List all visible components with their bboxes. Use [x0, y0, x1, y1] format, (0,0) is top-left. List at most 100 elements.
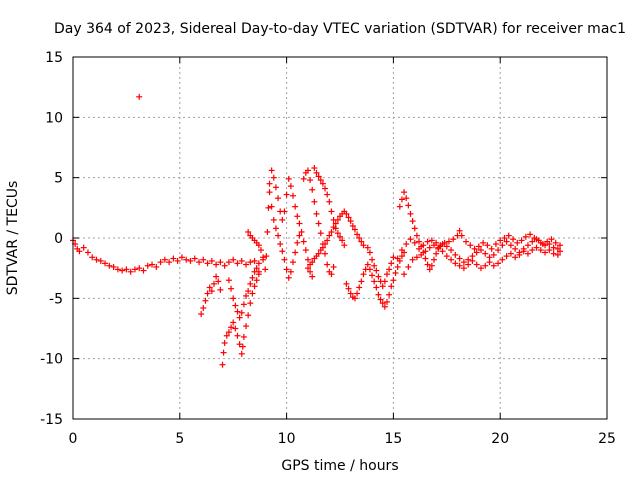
data-point	[383, 271, 390, 278]
data-point	[238, 309, 245, 316]
data-point	[550, 250, 557, 257]
plot-frame	[72, 56, 608, 420]
data-point	[149, 261, 156, 268]
data-point	[482, 250, 489, 257]
data-point	[535, 237, 542, 244]
data-point	[253, 277, 260, 284]
data-point	[360, 271, 367, 278]
data-point	[324, 191, 331, 198]
data-point	[208, 288, 215, 295]
data-point	[334, 216, 341, 223]
data-point	[304, 265, 311, 272]
data-point	[279, 248, 286, 255]
data-point	[422, 255, 429, 262]
data-point	[268, 167, 275, 174]
data-point	[234, 332, 241, 339]
data-point	[243, 292, 250, 299]
data-point	[394, 263, 401, 270]
data-point	[326, 232, 333, 239]
data-point	[358, 278, 365, 285]
data-point	[328, 271, 335, 278]
data-point	[450, 236, 457, 243]
data-point	[330, 263, 337, 270]
data-point	[80, 244, 87, 251]
data-point	[249, 274, 256, 281]
data-point	[356, 235, 363, 241]
data-point	[542, 249, 549, 256]
data-point	[110, 263, 117, 270]
x-tick-label: 10	[278, 431, 296, 447]
data-point	[554, 251, 561, 258]
data-point	[360, 242, 367, 249]
data-point	[317, 177, 324, 184]
data-point	[392, 269, 399, 276]
data-point	[268, 203, 275, 210]
data-point	[243, 323, 250, 330]
data-point	[505, 232, 512, 239]
data-point	[495, 247, 502, 254]
data-point	[253, 265, 260, 272]
data-point	[416, 238, 423, 245]
data-point	[546, 247, 553, 254]
data-point	[238, 257, 245, 264]
data-point	[290, 192, 297, 199]
data-point	[390, 277, 397, 284]
data-point	[405, 263, 412, 270]
data-point	[330, 224, 337, 231]
data-point	[236, 341, 243, 348]
data-point	[544, 238, 551, 245]
data-point	[97, 257, 104, 264]
data-point	[484, 242, 491, 249]
data-point	[328, 228, 335, 235]
data-point	[234, 260, 241, 267]
data-point	[467, 242, 474, 249]
data-point	[516, 251, 523, 258]
data-point	[131, 266, 138, 273]
data-point	[220, 349, 227, 356]
data-point	[492, 241, 499, 248]
data-point	[557, 248, 564, 255]
data-point	[477, 265, 484, 272]
data-point	[247, 300, 254, 307]
data-point	[251, 283, 258, 290]
data-point	[240, 333, 247, 340]
x-tick-label: 15	[384, 431, 402, 447]
data-point	[347, 218, 354, 225]
data-point	[486, 259, 493, 266]
data-point	[552, 239, 559, 246]
data-point	[315, 220, 322, 227]
data-point	[317, 230, 324, 237]
data-point	[277, 241, 284, 248]
data-point	[539, 241, 546, 248]
data-point	[302, 247, 309, 254]
data-point	[386, 291, 393, 298]
data-point	[341, 242, 348, 249]
data-point	[202, 297, 209, 304]
data-point	[499, 256, 506, 263]
data-point	[232, 302, 239, 309]
data-point	[119, 267, 126, 274]
data-point	[550, 244, 557, 251]
data-point	[136, 265, 143, 272]
data-point	[386, 266, 393, 273]
data-point	[366, 249, 373, 256]
x-axis-label: GPS time / hours	[281, 458, 398, 474]
data-point	[403, 241, 410, 248]
data-point	[236, 314, 243, 321]
data-point	[418, 251, 425, 258]
data-point	[411, 239, 418, 246]
data-point	[230, 256, 237, 263]
tick-labels: 0 5 10 15 20 25 -15 -10 -5 0 5 10 15	[40, 50, 616, 447]
data-point	[183, 256, 190, 263]
data-point	[398, 247, 405, 254]
data-point	[452, 251, 459, 258]
data-point	[416, 245, 423, 252]
data-point	[452, 260, 459, 267]
data-point	[343, 210, 350, 217]
data-point	[230, 295, 237, 302]
data-point	[497, 237, 504, 244]
data-point	[426, 244, 433, 251]
data-point	[398, 253, 405, 260]
data-point	[510, 236, 517, 243]
data-point	[161, 256, 168, 263]
